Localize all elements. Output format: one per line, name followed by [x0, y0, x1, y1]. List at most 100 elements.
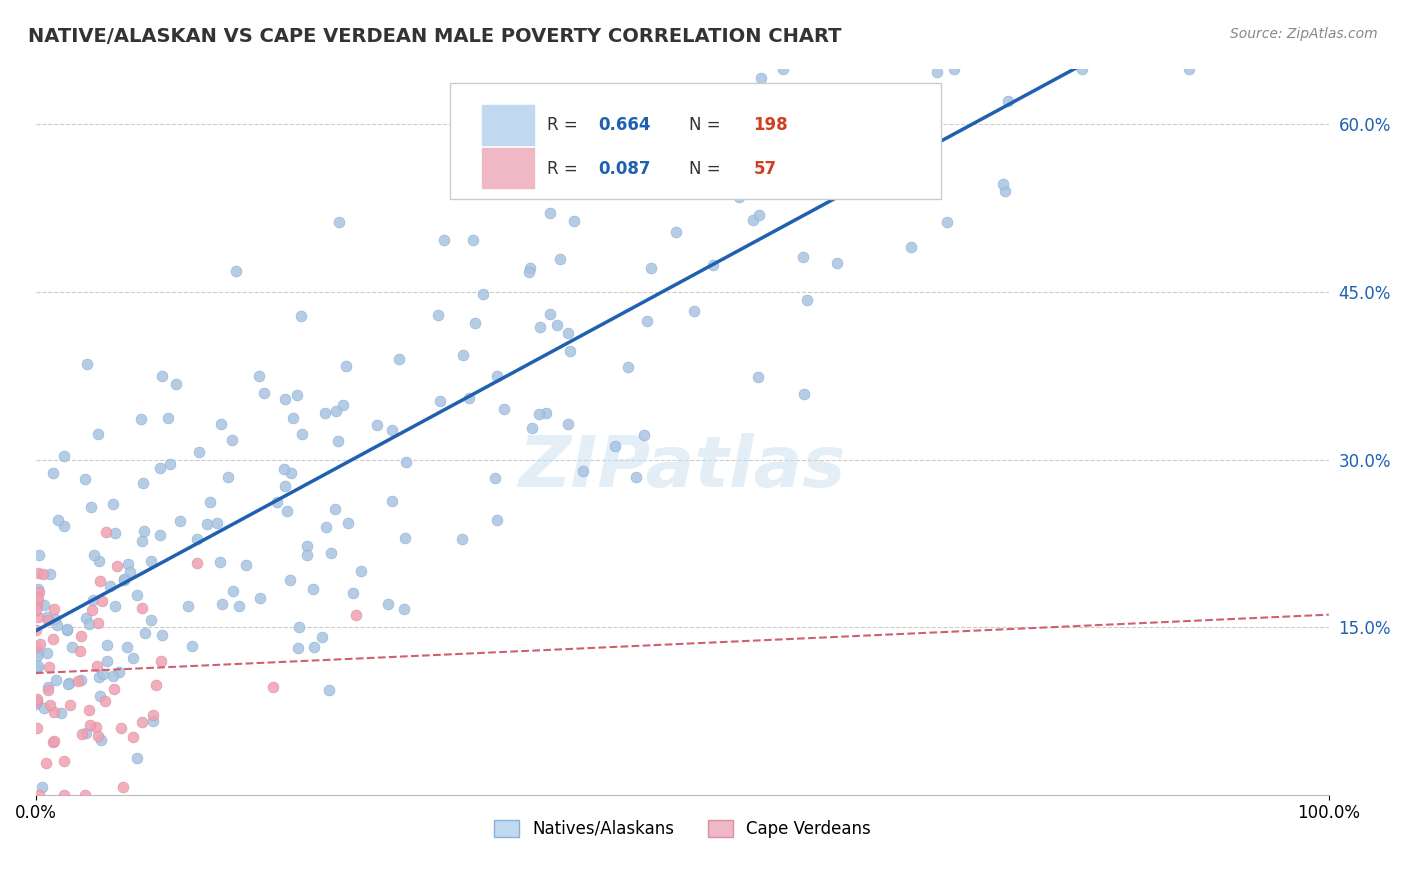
Natives/Alaskans — [148, 461, 170, 475]
Natives/Alaskans — [75, 611, 97, 625]
Natives/Alaskans — [319, 546, 342, 560]
Natives/Alaskans — [538, 206, 561, 220]
Natives/Alaskans — [249, 591, 271, 605]
Natives/Alaskans — [46, 513, 69, 527]
Natives/Alaskans — [603, 439, 626, 453]
Natives/Alaskans — [617, 359, 640, 374]
Natives/Alaskans — [101, 669, 124, 683]
Natives/Alaskans — [481, 150, 503, 164]
Cape Verdeans — [25, 593, 48, 607]
Natives/Alaskans — [283, 411, 305, 425]
Natives/Alaskans — [225, 264, 247, 278]
Natives/Alaskans — [520, 421, 543, 435]
Natives/Alaskans — [150, 368, 173, 383]
Text: R =: R = — [547, 116, 582, 134]
Natives/Alaskans — [56, 623, 79, 637]
Text: Source: ZipAtlas.com: Source: ZipAtlas.com — [1230, 27, 1378, 41]
Text: 0.087: 0.087 — [599, 160, 651, 178]
Natives/Alaskans — [44, 612, 66, 626]
Natives/Alaskans — [169, 514, 191, 528]
Natives/Alaskans — [1071, 62, 1094, 76]
Natives/Alaskans — [683, 303, 706, 318]
Natives/Alaskans — [134, 626, 156, 640]
Cape Verdeans — [150, 654, 173, 668]
Natives/Alaskans — [558, 343, 581, 358]
Natives/Alaskans — [942, 62, 965, 76]
Cape Verdeans — [75, 788, 97, 802]
Cape Verdeans — [87, 729, 110, 743]
Natives/Alaskans — [98, 579, 121, 593]
Natives/Alaskans — [91, 666, 114, 681]
Natives/Alaskans — [221, 433, 243, 447]
Natives/Alaskans — [28, 548, 51, 562]
Natives/Alaskans — [165, 377, 187, 392]
Natives/Alaskans — [280, 466, 302, 480]
Cape Verdeans — [25, 691, 48, 706]
Natives/Alaskans — [285, 388, 308, 402]
Natives/Alaskans — [484, 471, 506, 485]
Natives/Alaskans — [37, 681, 59, 695]
Natives/Alaskans — [640, 260, 662, 275]
Natives/Alaskans — [772, 62, 794, 76]
Natives/Alaskans — [572, 464, 595, 478]
Natives/Alaskans — [76, 357, 98, 371]
Natives/Alaskans — [288, 620, 311, 634]
Natives/Alaskans — [792, 251, 814, 265]
Cape Verdeans — [42, 602, 65, 616]
Natives/Alaskans — [86, 427, 108, 442]
Cape Verdeans — [70, 629, 93, 643]
Cape Verdeans — [42, 734, 65, 748]
Natives/Alaskans — [89, 670, 111, 684]
Cape Verdeans — [77, 703, 100, 717]
Cape Verdeans — [87, 616, 110, 631]
Natives/Alaskans — [804, 131, 827, 145]
Natives/Alaskans — [747, 369, 769, 384]
Cape Verdeans — [344, 607, 367, 622]
Natives/Alaskans — [796, 293, 818, 307]
Text: 57: 57 — [754, 160, 776, 178]
Natives/Alaskans — [273, 462, 295, 476]
Natives/Alaskans — [471, 287, 494, 301]
Natives/Alaskans — [49, 706, 72, 721]
Natives/Alaskans — [180, 639, 202, 653]
Natives/Alaskans — [564, 214, 586, 228]
Natives/Alaskans — [25, 660, 48, 674]
Natives/Alaskans — [761, 114, 783, 128]
Natives/Alaskans — [751, 70, 773, 85]
Natives/Alaskans — [132, 475, 155, 490]
Natives/Alaskans — [633, 428, 655, 442]
Natives/Alaskans — [557, 417, 579, 432]
Natives/Alaskans — [366, 418, 388, 433]
Natives/Alaskans — [395, 455, 418, 469]
Natives/Alaskans — [325, 404, 347, 418]
Natives/Alaskans — [328, 434, 350, 448]
Cape Verdeans — [35, 756, 58, 770]
Natives/Alaskans — [748, 208, 770, 222]
Natives/Alaskans — [337, 516, 360, 530]
Natives/Alaskans — [25, 648, 48, 663]
Natives/Alaskans — [318, 683, 340, 698]
Cape Verdeans — [90, 594, 112, 608]
Natives/Alaskans — [188, 445, 211, 459]
Natives/Alaskans — [527, 407, 550, 421]
Natives/Alaskans — [45, 618, 67, 632]
Natives/Alaskans — [96, 638, 118, 652]
Natives/Alaskans — [779, 171, 801, 186]
Natives/Alaskans — [75, 726, 97, 740]
Natives/Alaskans — [636, 313, 658, 327]
Natives/Alaskans — [925, 65, 948, 79]
Natives/Alaskans — [83, 548, 105, 562]
Legend: Natives/Alaskans, Cape Verdeans: Natives/Alaskans, Cape Verdeans — [488, 813, 877, 845]
Natives/Alaskans — [278, 573, 301, 587]
Natives/Alaskans — [550, 252, 572, 267]
Bar — [482, 105, 534, 145]
Cape Verdeans — [94, 524, 117, 539]
Cape Verdeans — [70, 727, 93, 741]
Text: NATIVE/ALASKAN VS CAPE VERDEAN MALE POVERTY CORRELATION CHART: NATIVE/ALASKAN VS CAPE VERDEAN MALE POVE… — [28, 27, 842, 45]
Cape Verdeans — [42, 734, 65, 748]
Natives/Alaskans — [295, 549, 318, 563]
Natives/Alaskans — [217, 470, 239, 484]
Natives/Alaskans — [27, 582, 49, 596]
Natives/Alaskans — [741, 212, 763, 227]
Natives/Alaskans — [235, 558, 257, 573]
